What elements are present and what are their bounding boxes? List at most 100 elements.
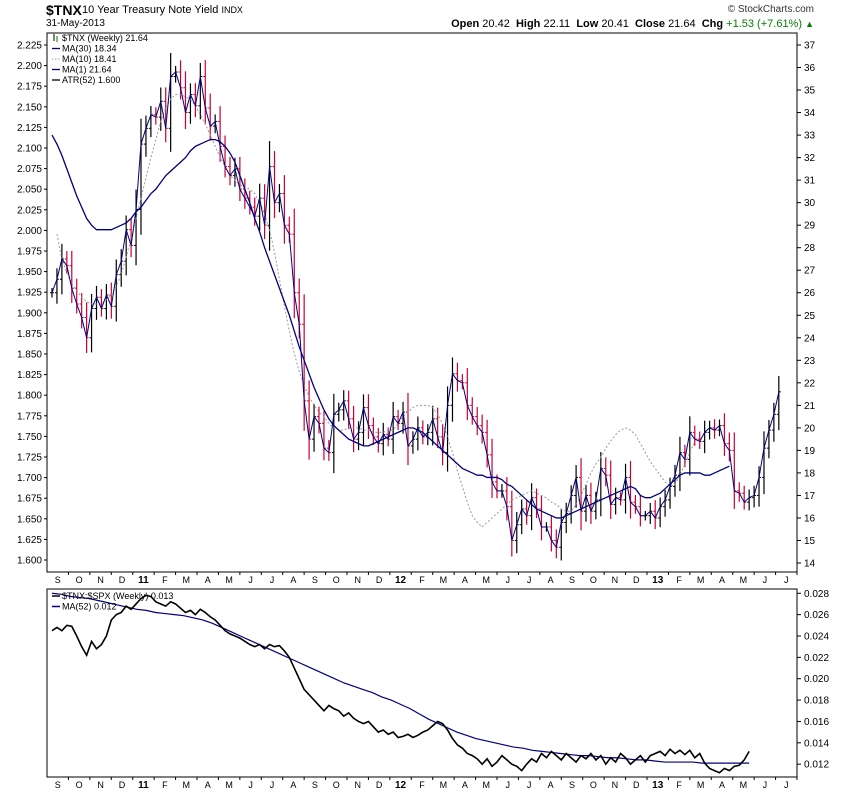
legend-label: $TNX:$SPX (Weekly) 0.013 bbox=[62, 591, 173, 601]
ratio-panel-frame bbox=[46, 588, 798, 778]
month-label: N bbox=[354, 575, 361, 585]
month-label: M bbox=[440, 575, 448, 585]
month-label: M bbox=[697, 575, 705, 585]
ratio-tick-label: 0.014 bbox=[804, 738, 829, 749]
year-label: 11 bbox=[138, 575, 149, 586]
right-tick-label: 17 bbox=[804, 491, 816, 502]
left-tick-label: 1.700 bbox=[17, 473, 42, 484]
high-label: High bbox=[515, 18, 541, 30]
year-label: 11 bbox=[138, 780, 149, 791]
low-value: 20.41 bbox=[601, 18, 629, 30]
month-label: D bbox=[633, 575, 640, 585]
left-tick-label: 2.125 bbox=[17, 123, 42, 134]
legend-label: MA(52) 0.012 bbox=[62, 602, 117, 612]
left-tick-label: 1.875 bbox=[17, 329, 42, 340]
month-label: N bbox=[354, 780, 361, 790]
month-label: M bbox=[483, 575, 491, 585]
right-tick-label: 20 bbox=[804, 423, 816, 434]
left-tick-label: 2.200 bbox=[17, 61, 42, 72]
right-tick-label: 32 bbox=[804, 153, 816, 164]
legend-label: ATR(52) 1.600 bbox=[62, 75, 120, 85]
legend-label: MA(10) 18.41 bbox=[62, 54, 117, 64]
ratio-tick-label: 0.020 bbox=[804, 674, 829, 685]
month-label: N bbox=[612, 780, 619, 790]
legend-label: MA(30) 18.34 bbox=[62, 44, 117, 54]
year-label: 13 bbox=[652, 575, 664, 586]
left-tick-label: 1.725 bbox=[17, 453, 42, 464]
left-tick-label: 1.750 bbox=[17, 432, 42, 443]
month-label: M bbox=[697, 780, 705, 790]
ratio-tick-label: 0.026 bbox=[804, 610, 829, 621]
month-label: D bbox=[376, 575, 383, 585]
ratio-tick-label: 0.024 bbox=[804, 632, 829, 643]
year-label: 12 bbox=[395, 575, 407, 586]
month-label: M bbox=[440, 780, 448, 790]
ma1-line bbox=[51, 71, 780, 549]
up-arrow-icon: ▲ bbox=[805, 19, 814, 29]
left-tick-label: 1.625 bbox=[17, 535, 42, 546]
exchange-label: INDX bbox=[221, 5, 243, 15]
month-label: M bbox=[183, 575, 191, 585]
month-label: S bbox=[55, 575, 61, 585]
month-label: J bbox=[270, 780, 275, 790]
high-value: 22.11 bbox=[543, 18, 571, 30]
left-tick-label: 2.000 bbox=[17, 226, 42, 237]
month-label: A bbox=[548, 780, 554, 790]
month-label: J bbox=[248, 575, 253, 585]
month-label: A bbox=[719, 575, 725, 585]
month-label: O bbox=[333, 575, 340, 585]
month-label: J bbox=[248, 780, 253, 790]
ma30-line bbox=[51, 134, 730, 519]
right-tick-label: 27 bbox=[804, 266, 816, 277]
month-label: O bbox=[590, 780, 597, 790]
month-label: N bbox=[97, 575, 104, 585]
left-tick-label: 1.900 bbox=[17, 308, 42, 319]
right-tick-label: 24 bbox=[804, 333, 816, 344]
month-label: S bbox=[569, 780, 575, 790]
close-value: 21.64 bbox=[668, 18, 696, 30]
month-label: J bbox=[527, 575, 532, 585]
left-tick-label: 2.175 bbox=[17, 82, 42, 93]
month-label: M bbox=[183, 780, 191, 790]
month-label: F bbox=[419, 780, 425, 790]
month-label: F bbox=[676, 575, 682, 585]
open-value: 20.42 bbox=[482, 18, 510, 30]
month-label: D bbox=[119, 780, 126, 790]
month-label: J bbox=[763, 780, 768, 790]
month-label: O bbox=[76, 780, 83, 790]
right-tick-label: 15 bbox=[804, 536, 816, 547]
right-tick-label: 21 bbox=[804, 401, 816, 412]
right-tick-label: 14 bbox=[804, 559, 816, 570]
month-label: M bbox=[740, 575, 748, 585]
month-label: M bbox=[740, 780, 748, 790]
price-panel-frame bbox=[46, 32, 798, 573]
month-label: J bbox=[505, 575, 510, 585]
month-label: J bbox=[527, 780, 532, 790]
left-tick-label: 1.600 bbox=[17, 556, 42, 567]
month-label: F bbox=[162, 780, 168, 790]
left-tick-label: 1.650 bbox=[17, 514, 42, 525]
right-tick-label: 35 bbox=[804, 86, 816, 97]
ratio-tick-label: 0.022 bbox=[804, 653, 829, 664]
left-tick-label: 1.800 bbox=[17, 391, 42, 402]
open-label: Open bbox=[451, 18, 480, 30]
month-label: M bbox=[225, 575, 233, 585]
month-label: A bbox=[205, 780, 211, 790]
brand-watermark: © StockCharts.com bbox=[727, 4, 814, 15]
left-tick-label: 1.675 bbox=[17, 494, 42, 505]
left-tick-label: 2.225 bbox=[17, 41, 42, 52]
month-label: A bbox=[205, 575, 211, 585]
left-tick-label: 2.025 bbox=[17, 205, 42, 216]
month-label: D bbox=[376, 780, 383, 790]
chg-value: +1.53 (+7.61%) bbox=[726, 18, 803, 30]
ratio-tick-label: 0.012 bbox=[804, 760, 829, 771]
chart-date: 31-May-2013 bbox=[46, 18, 105, 29]
left-tick-label: 2.150 bbox=[17, 102, 42, 113]
left-tick-label: 2.100 bbox=[17, 144, 42, 155]
month-label: J bbox=[784, 780, 789, 790]
month-label: A bbox=[462, 575, 468, 585]
left-tick-label: 1.925 bbox=[17, 288, 42, 299]
right-tick-label: 31 bbox=[804, 176, 816, 187]
left-tick-label: 1.975 bbox=[17, 247, 42, 258]
